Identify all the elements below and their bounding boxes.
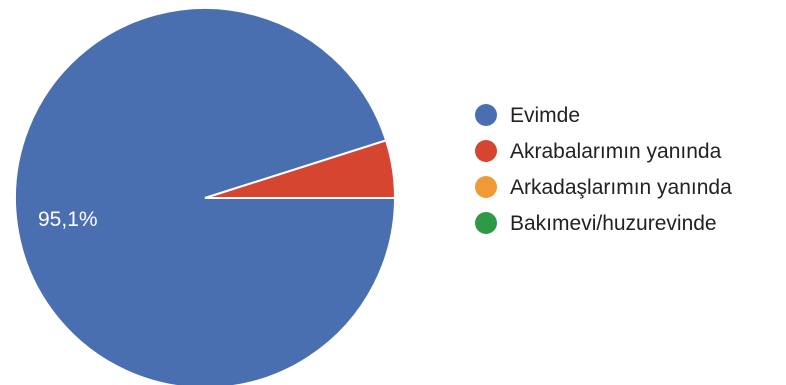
legend-item[interactable]: Bakımevi/huzurevinde <box>475 212 717 235</box>
legend-swatch <box>475 176 497 198</box>
legend-label: Bakımevi/huzurevinde <box>510 212 717 235</box>
legend-swatch <box>475 140 497 162</box>
legend-label: Akrabalarımın yanında <box>510 140 722 163</box>
pie-slice-value-label: 95,1% <box>38 208 98 231</box>
legend-swatch <box>475 104 497 126</box>
legend-label: Arkadaşlarımın yanında <box>510 176 732 199</box>
legend-label: Evimde <box>510 104 580 127</box>
pie-slice-evimde[interactable] <box>14 7 397 385</box>
legend-swatch <box>475 212 497 234</box>
legend-item[interactable]: Evimde <box>475 104 580 127</box>
legend: Evimde Akrabalarımın yanında Arkadaşlarımı… <box>475 104 732 235</box>
legend-item[interactable]: Akrabalarımın yanında <box>475 140 722 163</box>
pie-slices: 95,1% <box>14 7 397 385</box>
pie-slice-akrabalar-m-n-yan-nda[interactable] <box>204 139 397 199</box>
legend-item[interactable]: Arkadaşlarımın yanında <box>475 176 732 199</box>
